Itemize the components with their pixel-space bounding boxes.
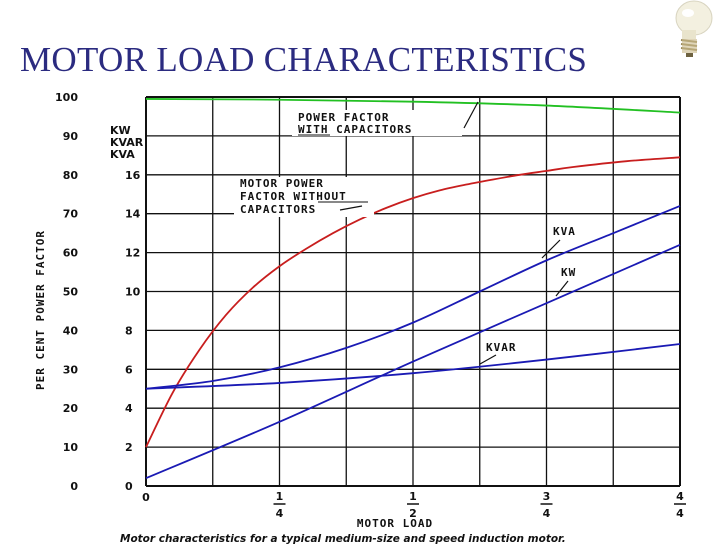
annotation-text: KVA <box>553 225 576 238</box>
y2-tick-label: 2 <box>125 441 133 454</box>
series-pf-with-capacitors <box>145 98 681 114</box>
x-tick-label: 1 <box>276 490 284 503</box>
x-tick-label: 0 <box>142 491 150 504</box>
annotation-background <box>292 110 462 136</box>
y2-tick-label: 12 <box>125 247 140 260</box>
x-tick-label: 4 <box>543 507 551 520</box>
series-kva <box>145 205 681 390</box>
y2-tick-label: 14 <box>125 208 141 221</box>
y2-tick-label: 6 <box>125 363 133 376</box>
annotation-text: KW <box>561 266 576 279</box>
annotation-kva: KVA <box>541 224 586 259</box>
chart-series <box>145 98 681 480</box>
annotation-leader <box>463 101 479 129</box>
annotation-text: FACTOR WITHOUT <box>240 190 347 203</box>
x-tick-label: 4 <box>276 507 284 520</box>
x-tick-label: 4 <box>676 490 684 503</box>
series-kw <box>145 243 681 480</box>
slide-title: MOTOR LOAD CHARACTERISTICS <box>20 40 588 79</box>
annotation-text: MOTOR POWER <box>240 177 324 190</box>
annotation-background <box>550 224 586 238</box>
y2-tick-label: 4 <box>125 402 133 415</box>
annotation-leader <box>339 205 363 211</box>
x-tick-label: 3 <box>543 490 551 503</box>
annotation-text: CAPACITORS <box>240 203 316 216</box>
y-axis-label: PER CENT POWER FACTOR <box>34 230 47 390</box>
y-tick-label: 50 <box>63 286 79 299</box>
chart-grid <box>145 96 681 487</box>
y-tick-label: 20 <box>63 402 79 415</box>
annotation-background <box>484 340 524 354</box>
annotation-text: KVAR <box>486 341 517 354</box>
annotation-text: POWER FACTOR <box>298 111 389 124</box>
y-tick-label: 90 <box>63 130 79 143</box>
light-bulb-icon <box>675 0 713 57</box>
annotation-leader <box>479 354 497 365</box>
y-tick-label: 30 <box>63 363 79 376</box>
chart-caption: Motor characteristics for a typical medi… <box>120 533 566 545</box>
y2-tick-label: 8 <box>125 324 133 337</box>
series-kvar <box>145 343 681 390</box>
annotation-background <box>558 265 586 279</box>
annotation-kw: KW <box>555 265 586 297</box>
y-tick-label: 0 <box>70 480 78 493</box>
y-tick-label: 60 <box>63 247 79 260</box>
annotation-kvar: KVAR <box>479 340 524 365</box>
y-tick-label: 100 <box>55 91 78 104</box>
annotation-background <box>234 177 374 217</box>
y2-tick-label: 16 <box>125 169 141 182</box>
x-axis-label: MOTOR LOAD <box>357 517 433 530</box>
y-tick-label: 10 <box>63 441 79 454</box>
y2-tick-label: 10 <box>125 286 141 299</box>
series-pf-without-capacitors <box>145 156 681 448</box>
x-tick-label: 1 <box>409 490 417 503</box>
y2-tick-label: 0 <box>125 480 133 493</box>
annotation-text: WITH CAPACITORS <box>298 123 412 136</box>
secondary-axis-label: KW <box>110 124 131 137</box>
annotation-leader <box>541 239 561 259</box>
y-tick-label: 70 <box>63 208 79 221</box>
y-tick-label: 80 <box>63 169 79 182</box>
secondary-axis-label: KVAR <box>110 136 144 149</box>
x-tick-label: 4 <box>676 507 684 520</box>
annotation-leader <box>555 280 569 297</box>
x-tick-label: 2 <box>409 507 417 520</box>
y-tick-label: 40 <box>63 324 79 337</box>
secondary-axis-label: KVA <box>110 148 135 161</box>
